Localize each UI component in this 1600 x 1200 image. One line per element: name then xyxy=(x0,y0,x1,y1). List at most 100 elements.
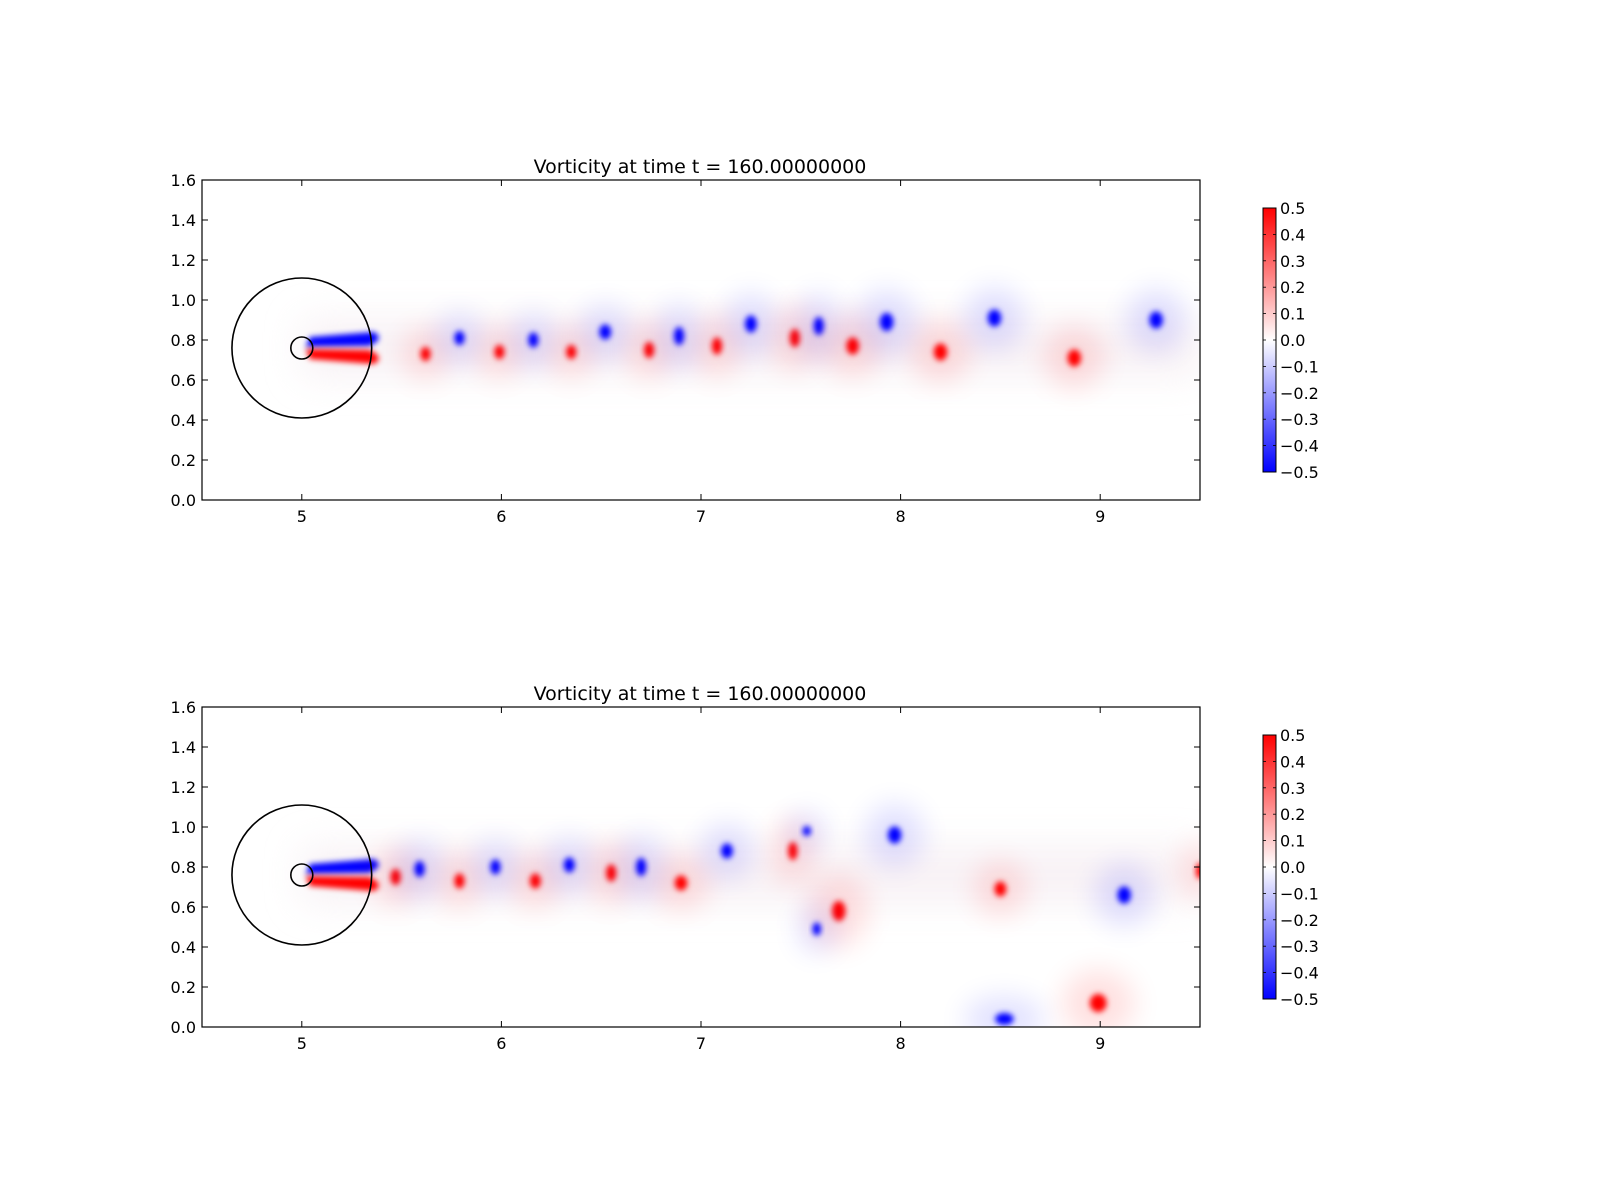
colorbar-tick-label: 0.4 xyxy=(1280,225,1305,244)
x-tick-label: 8 xyxy=(896,507,906,526)
plot-area xyxy=(201,706,1201,1028)
panel-bottom: Vorticity at time t = 160.00000000 5 6 7 8 9… xyxy=(171,683,1319,1053)
colorbar-tick-label: 0.3 xyxy=(1280,252,1305,271)
y-tick-label: 0.8 xyxy=(171,331,196,350)
vortex-halo xyxy=(1182,842,1200,900)
inner-circle xyxy=(290,863,314,887)
colorbar-tick-label: −0.2 xyxy=(1280,911,1319,930)
vortex-positive xyxy=(566,345,577,359)
heatmap-field xyxy=(202,180,1200,500)
x-tick-label: 7 xyxy=(696,507,706,526)
y-tick-label: 1.2 xyxy=(171,778,196,797)
y-tick-label: 0.2 xyxy=(171,978,196,997)
shear-layer-negative xyxy=(305,859,379,874)
colorbar: 0.5 0.4 0.3 0.2 0.1 0.0 −0.1 −0.2 −0.3 −0.4 −0.5 xyxy=(1262,199,1319,482)
y-tick-label: 0.6 xyxy=(171,898,196,917)
vortex-positive xyxy=(420,347,431,361)
colorbar-tick-label: −0.5 xyxy=(1280,463,1319,482)
colorbar-tick-label: 0.0 xyxy=(1280,858,1305,877)
colorbar-tick-label: −0.1 xyxy=(1280,357,1319,376)
x-tick-label: 9 xyxy=(1095,507,1105,526)
y-tick-label: 0.4 xyxy=(171,938,196,957)
y-tick-label: 0.6 xyxy=(171,371,196,390)
colorbar-tick-label: 0.2 xyxy=(1280,805,1305,824)
colorbar: 0.5 0.4 0.3 0.2 0.1 0.0 −0.1 −0.2 −0.3 −0.4 −0.5 xyxy=(1262,726,1319,1009)
y-tick-label: 0.4 xyxy=(171,411,196,430)
colorbar-tick-label: 0.1 xyxy=(1280,305,1305,324)
plot-area xyxy=(201,179,1201,501)
outer-circle xyxy=(231,277,373,419)
x-tick-label: 7 xyxy=(696,1034,706,1053)
y-tick-label: 0.0 xyxy=(171,1018,196,1037)
vortex-positive xyxy=(494,345,505,359)
vortex-positive xyxy=(832,901,846,921)
colorbar-tick-label: −0.4 xyxy=(1280,964,1319,983)
vortex-negative xyxy=(414,861,425,877)
vortex-negative xyxy=(674,327,685,345)
vortex-positive xyxy=(644,342,655,358)
vortex-positive xyxy=(994,881,1007,897)
y-tick-label: 0.2 xyxy=(171,451,196,470)
vortex-positive xyxy=(454,873,465,889)
colorbar-tick-label: 0.5 xyxy=(1280,726,1305,745)
vortex-negative xyxy=(813,317,824,335)
x-axis: 5 6 7 8 9 xyxy=(297,180,1105,526)
vortex-positive xyxy=(1067,349,1081,367)
shear-layer-negative xyxy=(305,332,379,347)
vortex-negative xyxy=(721,843,733,859)
vortex-negative xyxy=(636,858,647,876)
x-tick-label: 5 xyxy=(297,507,307,526)
x-tick-label: 9 xyxy=(1095,1034,1105,1053)
colorbar-tick-label: 0.1 xyxy=(1280,832,1305,851)
vortex-positive xyxy=(933,343,948,361)
vortex-negative xyxy=(528,332,539,348)
colorbar-tick-label: −0.3 xyxy=(1280,937,1319,956)
x-tick-label: 6 xyxy=(496,507,506,526)
vortex-positive xyxy=(390,869,401,885)
vortex-negative xyxy=(987,309,1002,327)
y-tick-label: 1.2 xyxy=(171,251,196,270)
plot-title: Vorticity at time t = 160.00000000 xyxy=(534,156,867,178)
vortex-negative xyxy=(745,315,757,333)
colorbar-tick-label: −0.2 xyxy=(1280,384,1319,403)
colorbar-tick-label: 0.4 xyxy=(1280,752,1305,771)
colorbar-tick-label: −0.1 xyxy=(1280,884,1319,903)
vortex-negative xyxy=(887,826,902,844)
plot-title: Vorticity at time t = 160.00000000 xyxy=(534,683,867,705)
y-tick-label: 0.0 xyxy=(171,491,196,510)
vortex-negative xyxy=(812,922,821,936)
vortex-positive xyxy=(1089,994,1107,1012)
vortex-halo xyxy=(964,997,1044,1027)
outer-circle xyxy=(231,804,373,946)
y-axis: 0.0 0.2 0.4 0.6 0.8 1.0 1.2 1.4 1.6 xyxy=(171,171,1200,510)
shear-layer-positive xyxy=(305,349,379,364)
vortex-negative xyxy=(1117,886,1131,904)
panel-top: Vorticity at time t = 160.00000000 5 6 7 8 9… xyxy=(171,156,1319,526)
vortex-positive xyxy=(674,875,688,891)
y-tick-label: 1.4 xyxy=(171,738,196,757)
vortex-positive xyxy=(846,337,859,355)
y-tick-label: 1.6 xyxy=(171,698,196,717)
colorbar-tick-label: 0.2 xyxy=(1280,278,1305,297)
colorbar-tick-label: −0.5 xyxy=(1280,990,1319,1009)
x-axis: 5 6 7 8 9 xyxy=(297,707,1105,1053)
vortex-positive xyxy=(711,337,722,355)
vortex-negative xyxy=(879,313,894,331)
vortex-negative xyxy=(995,1013,1014,1025)
colorbar-tick-label: −0.4 xyxy=(1280,437,1319,456)
colorbar-tick-label: −0.3 xyxy=(1280,410,1319,429)
vortex-negative xyxy=(490,859,501,875)
vortex-positive xyxy=(789,329,800,347)
y-tick-label: 1.4 xyxy=(171,211,196,230)
vortex-negative xyxy=(1149,311,1163,329)
x-tick-label: 6 xyxy=(496,1034,506,1053)
y-tick-label: 1.6 xyxy=(171,171,196,190)
x-tick-label: 8 xyxy=(896,1034,906,1053)
x-tick-label: 5 xyxy=(297,1034,307,1053)
colorbar-tick-label: 0.3 xyxy=(1280,779,1305,798)
inner-circle xyxy=(290,336,314,360)
vortex-negative xyxy=(802,826,811,836)
vortex-negative xyxy=(599,324,612,340)
colorbar-tick-label: 0.5 xyxy=(1280,199,1305,218)
y-tick-label: 1.0 xyxy=(171,818,196,837)
